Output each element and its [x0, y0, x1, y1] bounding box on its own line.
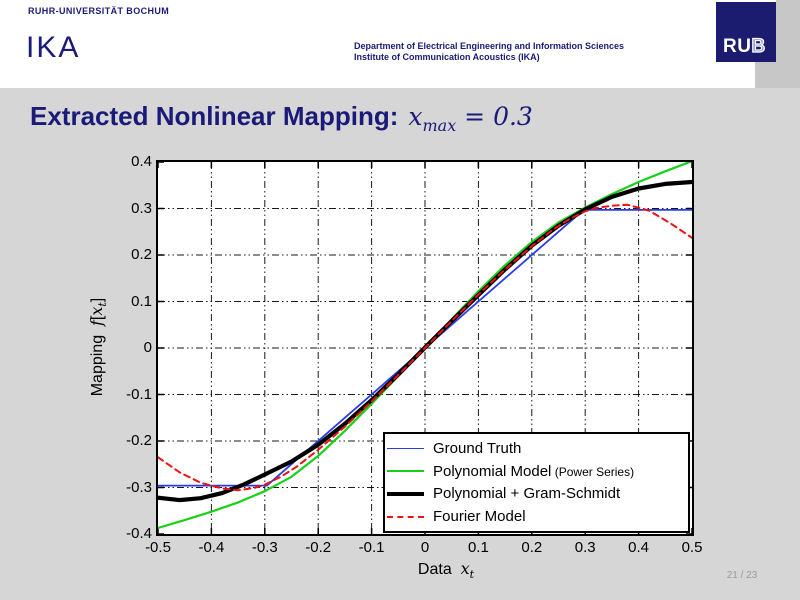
legend-item: Fourier Model — [387, 508, 688, 525]
institute-wordmark: IKA — [26, 31, 81, 64]
rub-logo-b: B — [751, 35, 766, 57]
x-tick-label: -0.4 — [198, 539, 225, 556]
x-tick-label: -0.2 — [305, 539, 332, 556]
legend-line-sample — [387, 491, 424, 496]
plot-canvas — [158, 162, 692, 534]
rub-logo-text: RUB — [723, 35, 766, 58]
rub-logo-ru: RU — [723, 36, 752, 57]
slide-title-text: Extracted Nonlinear Mapping: — [30, 101, 399, 131]
x-tick-label: 0.1 — [467, 539, 489, 556]
department-line-2: Institute of Communication Acoustics (IK… — [354, 51, 540, 62]
legend-item: Polynomial Model (Power Series) — [387, 463, 688, 480]
y-axis-label: Mapping f[xt] — [87, 297, 110, 397]
legend-item: Ground Truth — [387, 440, 688, 457]
legend-label-note: (Power Series) — [551, 464, 635, 479]
x-tick-label: -0.5 — [145, 539, 171, 556]
x-axis-label: Data xt — [417, 559, 475, 582]
slide-title-math: xmax = 0.3 — [408, 102, 533, 135]
slide-header: RUHR-UNIVERSITÄT BOCHUM IKA Department o… — [0, 0, 800, 88]
legend-line-sample — [387, 447, 424, 449]
legend-label: Polynomial + Gram-Schmidt — [433, 485, 621, 503]
page-number: 21 / 23 — [726, 570, 758, 581]
header-gray-strip-below-logo — [755, 62, 800, 88]
y-tick-label: 0.1 — [131, 292, 152, 310]
y-tick-label: 0.3 — [131, 199, 152, 217]
legend-label: Ground Truth — [433, 439, 522, 457]
y-tick-label: 0 — [143, 339, 152, 356]
series-fourier-model — [158, 203, 692, 492]
legend-line-sample — [387, 515, 424, 518]
y-tick-label: 0.4 — [131, 153, 152, 170]
x-tick-label: 0.4 — [628, 539, 650, 556]
y-tick-label: 0.2 — [131, 246, 152, 263]
y-tick-label: -0.4 — [126, 525, 152, 542]
y-tick-label: -0.1 — [126, 385, 152, 403]
x-tick-label: 0.2 — [521, 539, 543, 556]
x-tick-label: 0.3 — [574, 539, 596, 556]
y-tick-label: -0.3 — [126, 478, 152, 496]
slide-title: Extracted Nonlinear Mapping: xmax = 0.3 — [30, 101, 533, 135]
x-tick-label: -0.1 — [358, 539, 385, 556]
rub-logo: RUB — [716, 2, 776, 62]
y-tick-label: -0.2 — [126, 432, 152, 449]
legend-line-sample — [387, 470, 424, 473]
x-tick-label: 0 — [420, 539, 430, 556]
x-tick-label: -0.3 — [251, 539, 278, 556]
legend-label: Polynomial Model (Power Series) — [433, 462, 635, 480]
legend-item: Polynomial + Gram-Schmidt — [387, 485, 688, 502]
x-tick-label: 0.5 — [681, 539, 703, 556]
legend-label: Fourier Model — [433, 508, 526, 526]
department-info: Department of Electrical Engineering and… — [354, 41, 624, 62]
legend-box: Ground Truth Polynomial Model (Power Seri… — [383, 432, 690, 533]
department-line-1: Department of Electrical Engineering and… — [354, 41, 625, 51]
university-name: RUHR-UNIVERSITÄT BOCHUM — [28, 6, 170, 16]
